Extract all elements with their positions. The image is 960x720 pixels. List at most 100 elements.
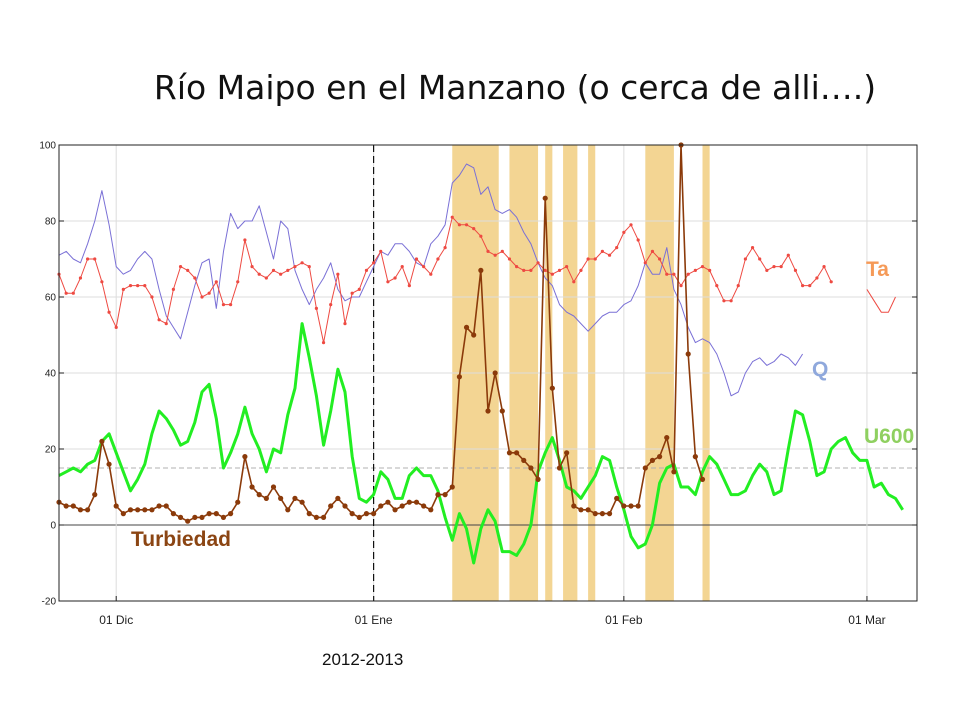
data-point-ta bbox=[271, 268, 276, 272]
data-point-turbiedad bbox=[628, 503, 634, 509]
data-point-ta bbox=[350, 291, 354, 295]
y-tick-label: 100 bbox=[39, 141, 56, 152]
data-point-turbiedad bbox=[249, 484, 255, 490]
data-point-turbiedad bbox=[657, 454, 663, 460]
data-point-ta bbox=[743, 257, 748, 261]
data-point-ta bbox=[372, 261, 376, 265]
data-point-ta bbox=[300, 261, 304, 265]
data-point-ta bbox=[801, 284, 805, 288]
data-point-ta bbox=[193, 276, 197, 280]
data-point-turbiedad bbox=[499, 408, 505, 414]
data-point-ta bbox=[550, 272, 554, 276]
y-tick-label: 0 bbox=[50, 521, 56, 532]
data-point-ta bbox=[729, 299, 733, 303]
label-u600: U600 bbox=[864, 425, 914, 448]
data-point-ta bbox=[593, 257, 597, 261]
data-point-ta bbox=[443, 246, 447, 250]
x-tick-label: 01 Ene bbox=[355, 613, 393, 627]
data-point-ta bbox=[543, 268, 547, 272]
series-lines bbox=[56, 142, 904, 565]
data-point-turbiedad bbox=[471, 332, 477, 338]
data-point-ta bbox=[329, 303, 333, 307]
y-axis-ticks: -20 0 20 40 60 80 100 bbox=[39, 141, 917, 608]
data-point-ta bbox=[200, 295, 204, 299]
data-point-ta bbox=[236, 280, 240, 284]
series-line-q bbox=[58, 163, 804, 397]
data-point-turbiedad bbox=[421, 503, 427, 509]
data-point-ta bbox=[579, 268, 583, 272]
data-point-ta bbox=[515, 265, 519, 269]
data-point-ta bbox=[307, 265, 311, 269]
data-point-ta bbox=[407, 284, 411, 288]
data-point-turbiedad bbox=[120, 510, 126, 517]
data-point-ta bbox=[121, 287, 125, 291]
data-point-turbiedad bbox=[621, 503, 627, 509]
data-point-turbiedad bbox=[442, 492, 448, 498]
data-point-turbiedad bbox=[521, 457, 527, 463]
data-point-turbiedad bbox=[485, 408, 491, 414]
data-point-turbiedad bbox=[63, 503, 69, 509]
data-point-turbiedad bbox=[478, 267, 484, 273]
x-tick-label: 01 Feb bbox=[605, 613, 643, 627]
data-point-turbiedad bbox=[206, 510, 212, 517]
data-point-ta bbox=[400, 265, 404, 269]
data-point-turbiedad bbox=[699, 476, 706, 482]
data-point-turbiedad bbox=[220, 514, 227, 521]
data-point-turbiedad bbox=[614, 495, 620, 501]
data-point-turbiedad bbox=[528, 465, 534, 471]
data-point-turbiedad bbox=[77, 507, 84, 513]
data-point-ta bbox=[429, 272, 433, 276]
data-point-turbiedad bbox=[170, 510, 176, 517]
data-point-ta bbox=[464, 223, 469, 227]
data-point-turbiedad bbox=[292, 495, 298, 501]
data-point-turbiedad bbox=[278, 495, 284, 501]
data-point-ta bbox=[314, 306, 318, 310]
data-point-ta bbox=[643, 261, 647, 265]
data-point-ta bbox=[214, 280, 218, 284]
data-point-ta bbox=[472, 227, 476, 231]
data-point-turbiedad bbox=[342, 503, 348, 509]
data-point-ta bbox=[607, 253, 612, 257]
y-tick-label: 20 bbox=[45, 445, 57, 456]
data-point-ta bbox=[157, 318, 161, 322]
data-point-ta bbox=[93, 257, 97, 261]
data-point-turbiedad bbox=[99, 438, 105, 444]
series-labels: Ta Q U600 Turbiedad bbox=[131, 258, 914, 551]
data-point-ta bbox=[279, 272, 283, 276]
data-point-turbiedad bbox=[335, 495, 341, 501]
label-q: Q bbox=[812, 358, 828, 381]
series-line-ta bbox=[58, 216, 832, 344]
data-point-turbiedad bbox=[177, 514, 184, 521]
data-point-ta bbox=[615, 246, 619, 250]
y-tick-label: 40 bbox=[45, 369, 57, 380]
data-point-turbiedad bbox=[413, 499, 420, 505]
data-point-ta bbox=[178, 265, 183, 269]
data-point-ta bbox=[171, 287, 175, 291]
data-point-ta bbox=[143, 284, 147, 288]
data-point-ta bbox=[815, 276, 819, 280]
data-point-turbiedad bbox=[92, 492, 98, 498]
data-point-turbiedad bbox=[542, 195, 548, 201]
data-point-ta bbox=[364, 268, 369, 272]
data-point-ta bbox=[128, 284, 133, 288]
data-point-turbiedad bbox=[185, 518, 191, 524]
data-point-ta bbox=[636, 238, 640, 242]
data-point-ta bbox=[114, 325, 118, 329]
data-point-ta bbox=[293, 265, 297, 269]
data-point-turbiedad bbox=[492, 370, 498, 376]
data-point-ta bbox=[414, 257, 419, 261]
data-point-ta bbox=[164, 322, 168, 326]
data-point-turbiedad bbox=[163, 503, 169, 509]
data-point-ta bbox=[808, 284, 812, 288]
data-point-turbiedad bbox=[599, 510, 606, 517]
data-point-turbiedad bbox=[192, 514, 198, 521]
data-point-turbiedad bbox=[156, 503, 162, 509]
data-point-turbiedad bbox=[399, 503, 405, 509]
data-point-ta bbox=[243, 238, 247, 242]
data-point-ta bbox=[679, 284, 683, 288]
data-point-turbiedad bbox=[313, 514, 319, 521]
data-point-ta bbox=[736, 284, 740, 288]
data-point-ta bbox=[829, 280, 833, 284]
data-point-ta bbox=[78, 276, 83, 280]
data-point-turbiedad bbox=[113, 503, 119, 509]
